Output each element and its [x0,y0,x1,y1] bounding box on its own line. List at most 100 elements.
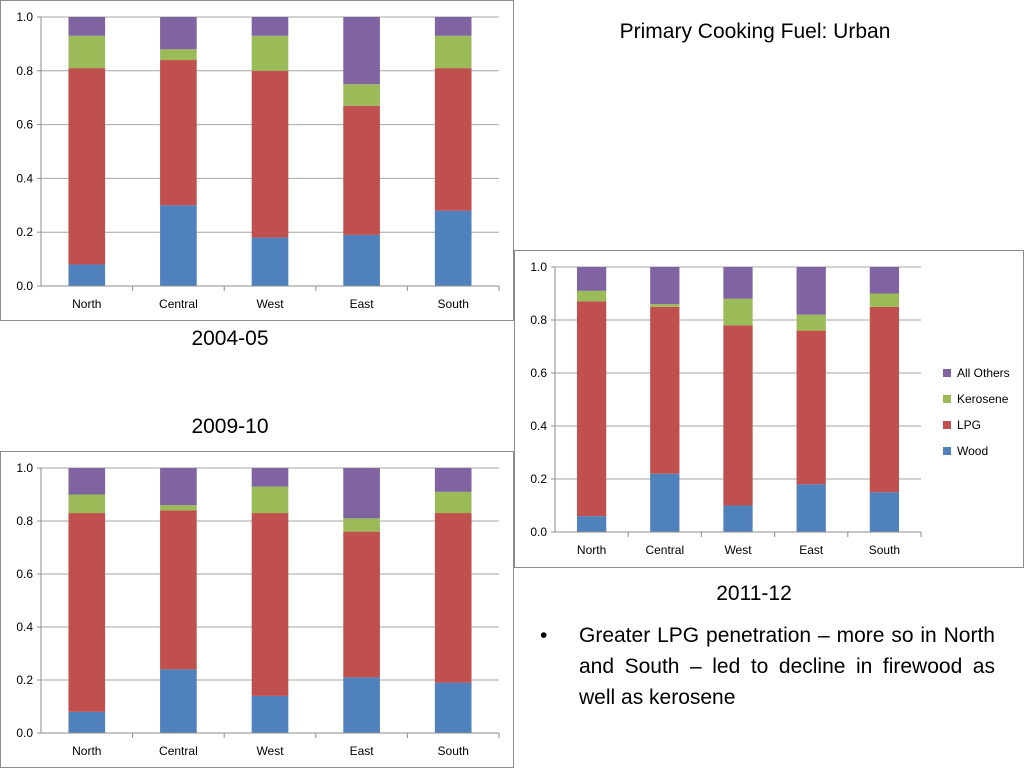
bar-all-others-north [68,17,106,36]
bar-lpg-south [434,513,472,683]
bar-lpg-central [160,510,197,670]
y-tick-label: 0.0 [530,525,547,539]
bar-lpg-central [160,60,197,206]
x-tick-label: North [577,543,606,557]
bullet-icon: • [540,624,548,647]
y-tick-label: 1.0 [16,461,33,475]
bar-wood-north [68,711,106,733]
legend-item-lpg: LPG [940,412,1024,438]
bar-all-others-east [343,17,380,85]
bar-lpg-west [723,325,753,506]
caption-2004-05: 2004-05 [191,327,269,350]
caption-2011-12: 2011-12 [716,582,792,605]
bar-wood-north [576,516,607,532]
bar-wood-south [869,492,900,532]
legend: All Others Kerosene LPG Wood [940,360,1024,464]
bar-lpg-west [251,513,289,696]
legend-item-all-others: All Others [940,360,1024,386]
bar-wood-east [343,677,380,733]
bar-kerosene-central [160,505,197,511]
x-tick-label: South [869,543,900,557]
x-tick-label: South [438,297,469,311]
bar-wood-central [650,473,680,532]
legend-swatch-lpg [943,421,951,429]
x-tick-label: North [72,297,101,311]
bar-all-others-east [343,468,380,519]
bar-lpg-central [650,306,680,474]
chart-2004-05-svg: 0.0 0.2 0.4 0.6 0.8 1.0 North Central West East So… [16,10,500,311]
bar-all-others-east [796,267,826,315]
y-tick-label: 1.0 [530,260,547,274]
y-tick-label: 1.0 [16,10,33,24]
y-tick-label: 0.8 [530,313,547,327]
y-tick-label: 0.4 [16,171,33,185]
bar-kerosene-north [68,494,106,514]
slide-title: Primary Cooking Fuel: Urban [619,20,891,43]
bar-kerosene-south [434,491,472,514]
bar-wood-west [251,695,289,733]
bar-lpg-north [68,68,106,265]
bar-kerosene-east [343,84,380,106]
bar-wood-south [434,682,472,733]
bar-kerosene-east [343,518,380,532]
legend-item-wood: Wood [940,438,1024,464]
chart-2009-10-svg: 0.0 0.2 0.4 0.6 0.8 1.0 North Central West East So… [16,461,500,758]
bar-wood-west [251,237,289,286]
x-tick-label: West [256,744,284,758]
chart-2004-05: 0.0 0.2 0.4 0.6 0.8 1.0 North Central West East So… [0,0,514,321]
bullet-point: • Greater LPG penetration – more so in N… [540,620,995,713]
bar-kerosene-central [160,49,197,61]
bar-wood-south [434,210,472,286]
x-tick-label: West [724,543,752,557]
y-tick-label: 0.4 [530,419,547,433]
x-tick-label: North [72,744,101,758]
legend-label-all-others: All Others [957,366,1010,380]
y-tick-label: 0.2 [16,673,33,687]
x-tick-label: East [350,297,375,311]
bar-wood-central [160,669,197,733]
bar-wood-east [796,484,826,532]
x-tick-label: East [350,744,375,758]
y-tick-label: 0.0 [16,279,33,293]
y-tick-label: 0.2 [530,472,547,486]
legend-label-kerosene: Kerosene [957,392,1009,406]
bar-lpg-east [343,105,380,235]
bar-all-others-north [576,267,607,291]
legend-swatch-wood [943,447,951,455]
legend-swatch-all-others [943,369,951,377]
bar-kerosene-west [251,35,289,71]
chart-2009-10: 0.0 0.2 0.4 0.6 0.8 1.0 North Central West East So… [0,451,514,768]
y-tick-label: 0.6 [16,567,33,581]
bar-lpg-south [869,306,900,493]
caption-2009-10: 2009-10 [191,415,269,438]
bar-wood-north [68,264,106,286]
x-tick-label: West [256,297,284,311]
y-tick-label: 0.6 [16,118,33,132]
bar-kerosene-central [650,304,680,307]
legend-swatch-kerosene [943,395,951,403]
y-tick-label: 0.2 [16,225,33,239]
bar-lpg-north [576,301,607,517]
chart-2011-12-svg: 0.0 0.2 0.4 0.6 0.8 1.0 North Central West East So… [530,260,922,557]
bar-all-others-south [869,267,900,294]
chart-2011-12: 0.0 0.2 0.4 0.6 0.8 1.0 North Central West East So… [514,250,1024,568]
legend-label-lpg: LPG [957,418,982,432]
bar-kerosene-north [576,290,607,302]
bar-all-others-central [650,267,680,305]
bar-lpg-west [251,70,289,238]
bar-kerosene-north [68,35,106,69]
legend-label-wood: Wood [957,444,989,458]
bar-lpg-east [796,330,826,485]
bar-all-others-north [68,468,106,495]
bar-lpg-east [343,531,380,678]
bullet-text: Greater LPG penetration – more so in Nor… [579,624,995,709]
bar-all-others-west [251,17,289,36]
y-tick-label: 0.6 [530,366,547,380]
x-tick-label: East [799,543,824,557]
x-tick-label: Central [159,744,198,758]
bar-kerosene-west [251,486,289,514]
bar-lpg-north [68,513,106,712]
bar-all-others-west [723,267,753,299]
legend-item-kerosene: Kerosene [940,386,1024,412]
bar-kerosene-south [869,293,900,307]
